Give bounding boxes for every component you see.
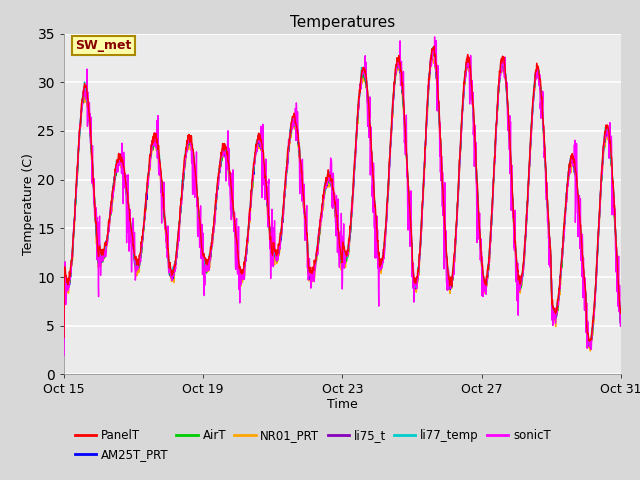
Legend: PanelT, AM25T_PRT, AirT, NR01_PRT, li75_t, li77_temp, sonicT: PanelT, AM25T_PRT, AirT, NR01_PRT, li75_… [70, 425, 556, 466]
Text: SW_met: SW_met [75, 39, 131, 52]
X-axis label: Time: Time [327, 398, 358, 411]
Y-axis label: Temperature (C): Temperature (C) [22, 153, 35, 255]
Title: Temperatures: Temperatures [290, 15, 395, 30]
